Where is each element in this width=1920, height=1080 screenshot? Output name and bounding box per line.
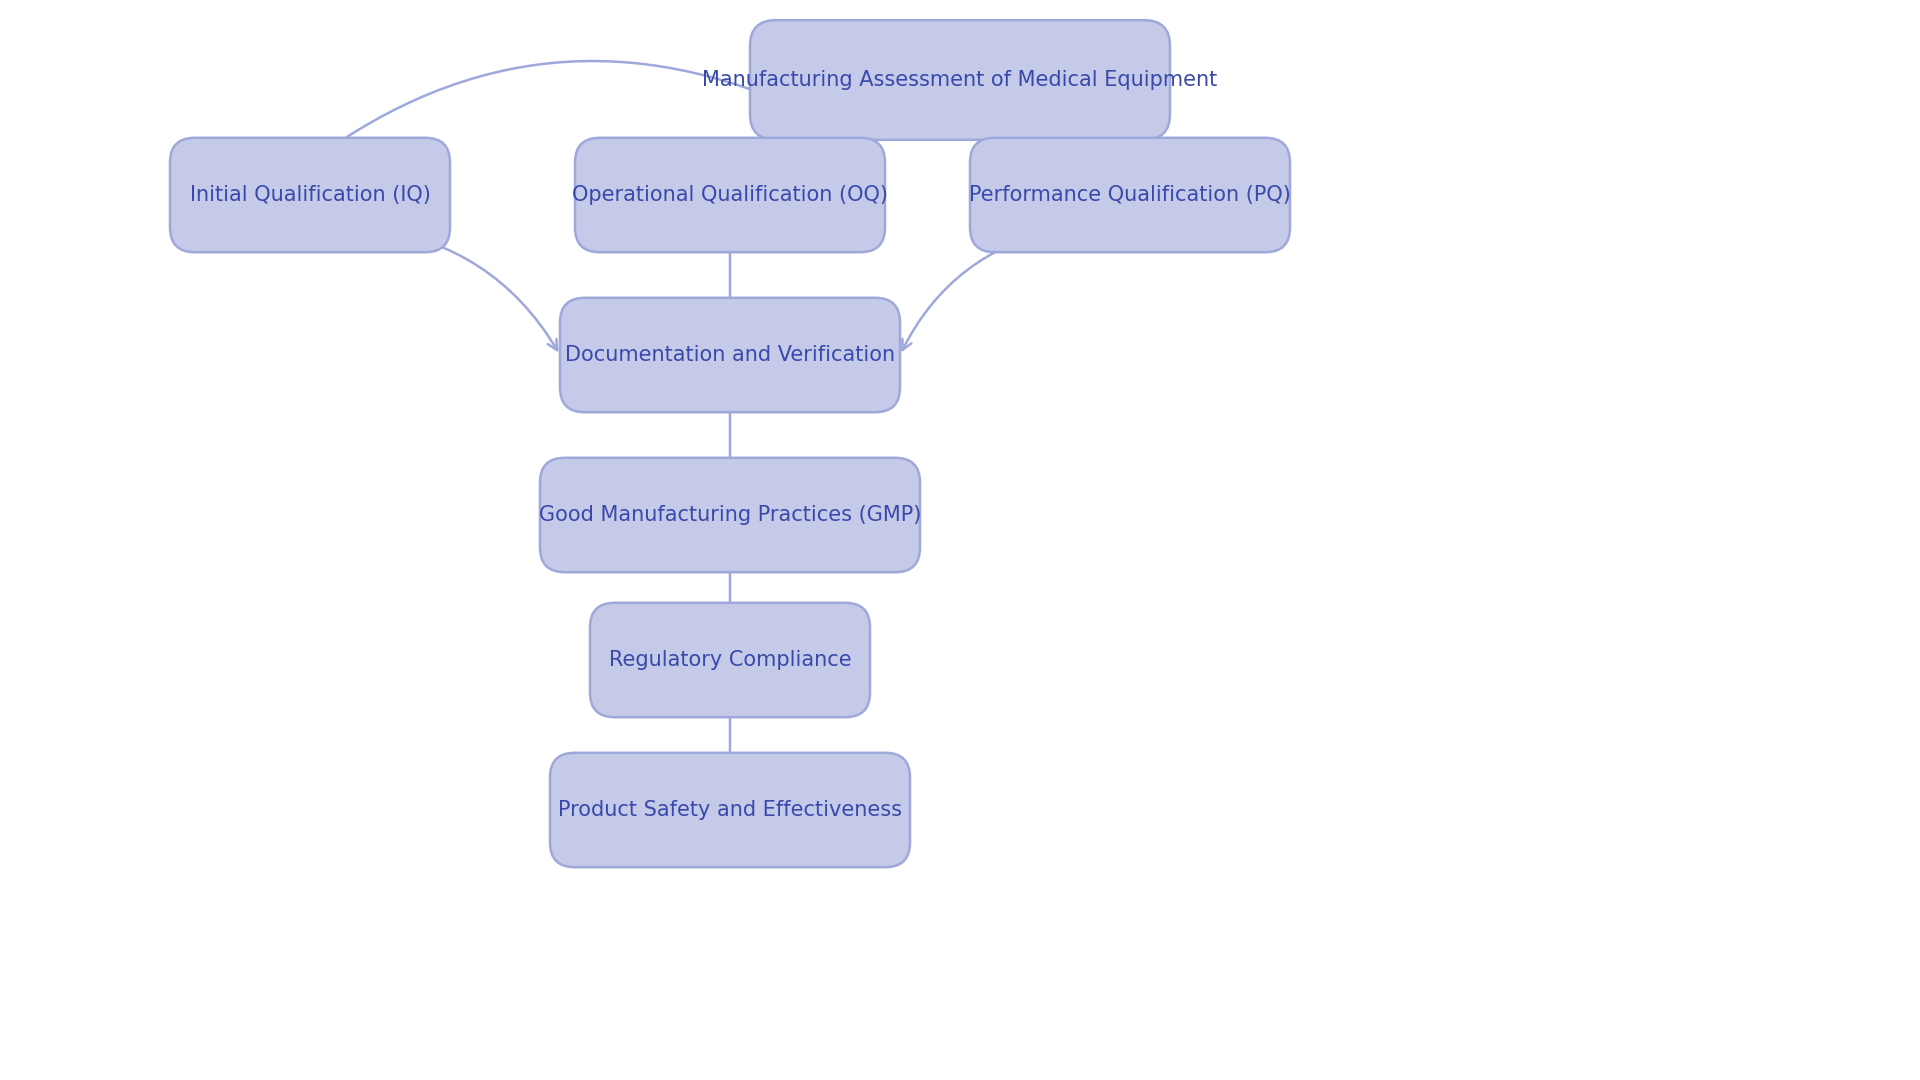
FancyBboxPatch shape xyxy=(970,138,1290,253)
FancyBboxPatch shape xyxy=(751,21,1169,139)
FancyBboxPatch shape xyxy=(540,458,920,572)
Text: Good Manufacturing Practices (GMP): Good Manufacturing Practices (GMP) xyxy=(540,505,922,525)
FancyBboxPatch shape xyxy=(549,753,910,867)
FancyBboxPatch shape xyxy=(561,298,900,413)
Text: Performance Qualification (PQ): Performance Qualification (PQ) xyxy=(970,185,1290,205)
Text: Documentation and Verification: Documentation and Verification xyxy=(564,345,895,365)
Text: Regulatory Compliance: Regulatory Compliance xyxy=(609,650,851,670)
Text: Manufacturing Assessment of Medical Equipment: Manufacturing Assessment of Medical Equi… xyxy=(703,70,1217,90)
Text: Operational Qualification (OQ): Operational Qualification (OQ) xyxy=(572,185,887,205)
FancyBboxPatch shape xyxy=(574,138,885,253)
Text: Product Safety and Effectiveness: Product Safety and Effectiveness xyxy=(559,800,902,820)
FancyBboxPatch shape xyxy=(171,138,449,253)
Text: Initial Qualification (IQ): Initial Qualification (IQ) xyxy=(190,185,430,205)
FancyBboxPatch shape xyxy=(589,603,870,717)
